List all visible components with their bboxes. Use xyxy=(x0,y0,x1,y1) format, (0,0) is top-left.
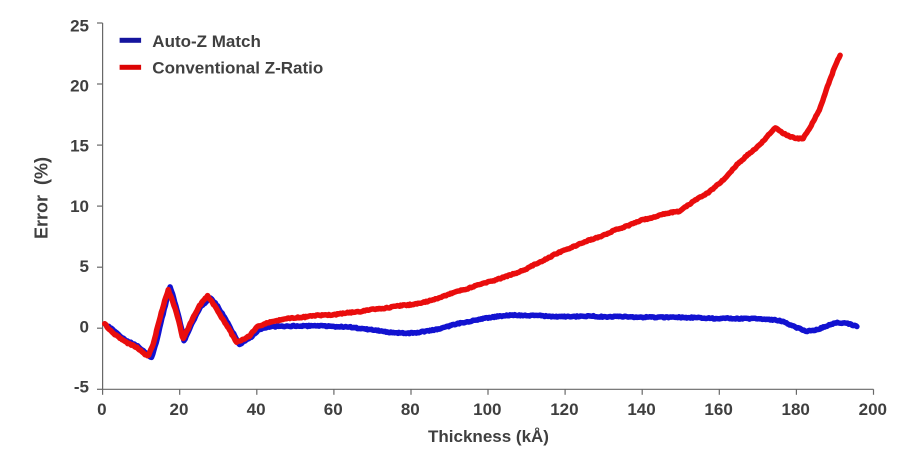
svg-text:180: 180 xyxy=(782,400,810,419)
svg-text:100: 100 xyxy=(473,400,501,419)
svg-text:140: 140 xyxy=(627,400,655,419)
svg-text:0: 0 xyxy=(80,317,89,336)
svg-text:Conventional Z-Ratio: Conventional Z-Ratio xyxy=(152,58,323,77)
svg-text:20: 20 xyxy=(70,77,89,96)
svg-text:200: 200 xyxy=(859,400,887,419)
svg-text:20: 20 xyxy=(170,400,189,419)
svg-text:25: 25 xyxy=(70,16,89,35)
svg-text:-5: -5 xyxy=(74,378,89,397)
svg-text:160: 160 xyxy=(704,400,732,419)
svg-text:5: 5 xyxy=(80,257,89,276)
svg-text:60: 60 xyxy=(324,400,343,419)
svg-text:Auto-Z Match: Auto-Z Match xyxy=(152,32,261,51)
svg-text:120: 120 xyxy=(550,400,578,419)
svg-text:10: 10 xyxy=(70,197,89,216)
svg-text:80: 80 xyxy=(401,400,420,419)
svg-text:Thickness (kÅ): Thickness (kÅ) xyxy=(428,427,549,446)
svg-text:Error (%): Error (%) xyxy=(32,157,52,239)
svg-text:0: 0 xyxy=(97,400,106,419)
svg-text:40: 40 xyxy=(247,400,266,419)
svg-text:15: 15 xyxy=(70,137,89,156)
